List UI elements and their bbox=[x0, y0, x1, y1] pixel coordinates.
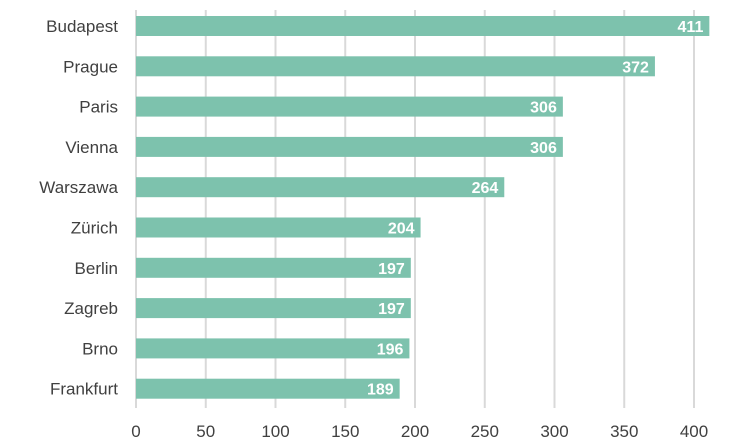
category-label: Vienna bbox=[65, 138, 118, 157]
bar bbox=[136, 298, 411, 319]
data-label: 306 bbox=[530, 140, 557, 157]
data-label: 189 bbox=[367, 382, 394, 399]
x-tick-label: 300 bbox=[540, 422, 568, 441]
category-label: Berlin bbox=[75, 259, 118, 278]
x-tick-label: 0 bbox=[131, 422, 140, 441]
data-label: 264 bbox=[472, 180, 499, 197]
category-labels: Budapest Prague Paris Vienna Warszawa Zürich B… bbox=[39, 17, 118, 399]
category-label: Budapest bbox=[46, 17, 118, 36]
bar bbox=[136, 96, 563, 117]
bar bbox=[136, 338, 410, 359]
x-axis-tick-labels: 0 50 100 150 200 250 300 350 400 bbox=[131, 422, 708, 441]
data-labels: 411 372 306 306 264 204 197 197 196 189 bbox=[367, 19, 703, 399]
data-label: 306 bbox=[530, 100, 557, 117]
data-label: 197 bbox=[378, 301, 405, 318]
x-tick-label: 200 bbox=[401, 422, 429, 441]
category-label: Prague bbox=[63, 57, 118, 76]
category-label: Warszawa bbox=[39, 178, 118, 197]
x-tick-label: 400 bbox=[680, 422, 708, 441]
category-label: Paris bbox=[79, 98, 118, 117]
bar bbox=[136, 56, 655, 77]
bar bbox=[136, 177, 505, 198]
x-tick-label: 50 bbox=[196, 422, 215, 441]
bar bbox=[136, 217, 421, 238]
x-tick-label: 350 bbox=[610, 422, 638, 441]
bar bbox=[136, 378, 400, 399]
data-label: 411 bbox=[678, 19, 704, 36]
x-tick-label: 100 bbox=[261, 422, 289, 441]
bar bbox=[136, 136, 563, 157]
category-label: Zürich bbox=[71, 219, 118, 238]
data-label: 196 bbox=[377, 341, 404, 358]
x-tick-label: 250 bbox=[471, 422, 499, 441]
category-label: Frankfurt bbox=[50, 380, 118, 399]
x-tick-label: 150 bbox=[331, 422, 359, 441]
bars bbox=[136, 16, 710, 399]
bar bbox=[136, 16, 710, 36]
gridlines bbox=[135, 10, 695, 408]
data-label: 372 bbox=[622, 59, 649, 76]
data-label: 197 bbox=[378, 261, 405, 278]
category-label: Zagreb bbox=[64, 299, 118, 318]
category-label: Brno bbox=[82, 339, 118, 358]
bar bbox=[136, 257, 411, 278]
data-label: 204 bbox=[388, 221, 415, 238]
